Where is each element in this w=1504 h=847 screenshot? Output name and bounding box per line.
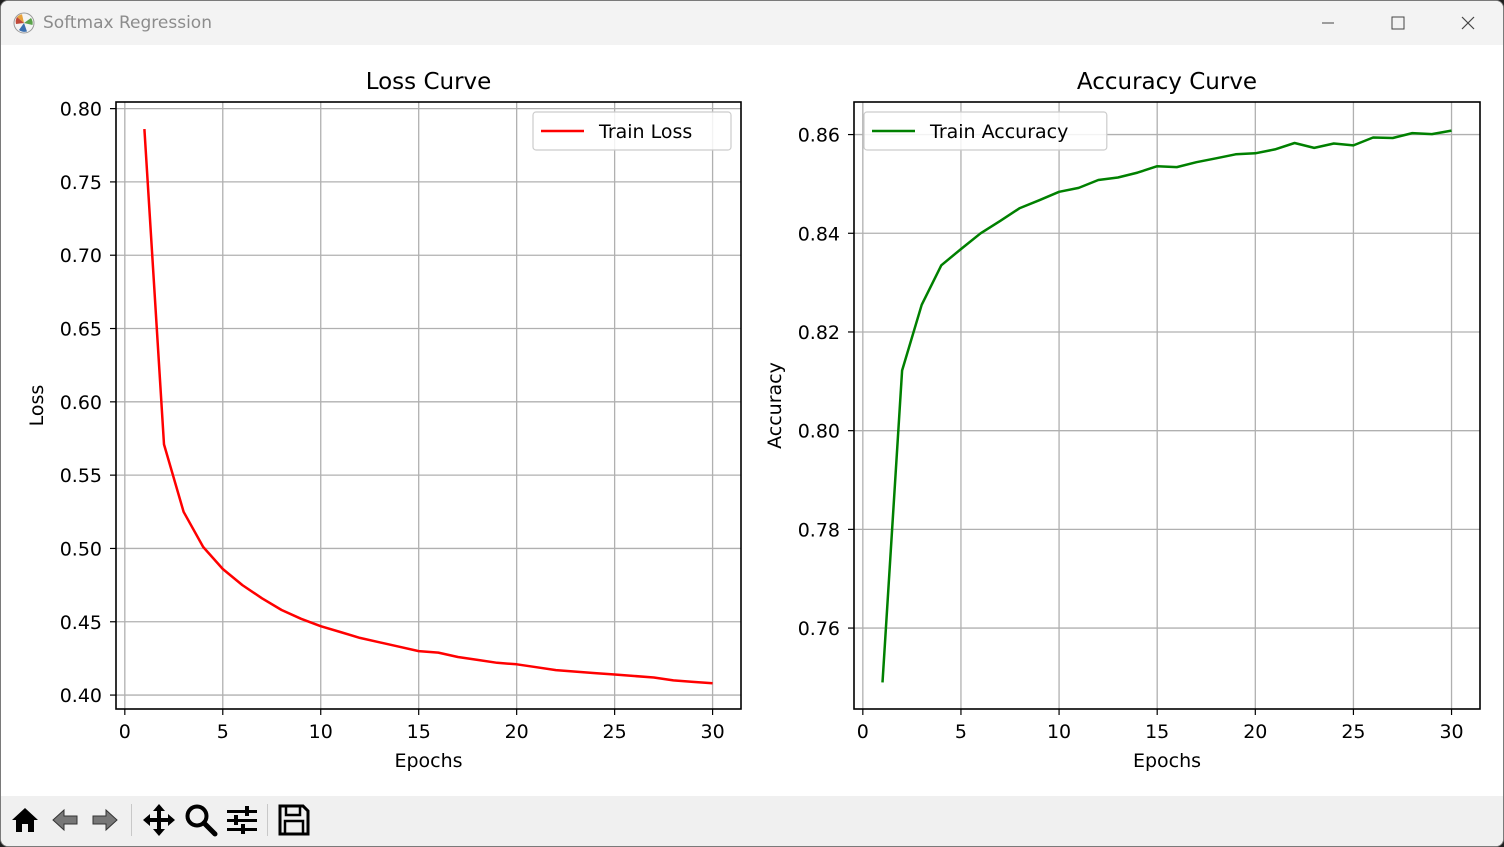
configure-subplots-icon bbox=[227, 806, 257, 834]
back-arrow-icon bbox=[52, 808, 78, 832]
y-tick-label: 0.65 bbox=[60, 319, 102, 341]
y-tick-label: 0.55 bbox=[60, 465, 102, 487]
chart-1 bbox=[110, 101, 742, 715]
x-axis-label: Epochs bbox=[394, 750, 462, 772]
y-tick-label: 0.45 bbox=[60, 612, 102, 634]
forward-button[interactable] bbox=[86, 800, 124, 840]
y-tick-label: 0.86 bbox=[798, 125, 840, 147]
y-tick-label: 0.78 bbox=[798, 519, 840, 541]
x-tick-label: 0 bbox=[857, 721, 869, 743]
chart-title: Loss Curve bbox=[366, 69, 492, 95]
save-floppy-icon bbox=[278, 804, 310, 836]
x-tick-label: 30 bbox=[700, 721, 724, 743]
axes-frame bbox=[853, 101, 1481, 710]
y-axis-label: Loss bbox=[26, 385, 48, 427]
toolbar-separator bbox=[267, 804, 268, 836]
window-title: Softmax Regression bbox=[43, 13, 212, 33]
back-button[interactable] bbox=[46, 800, 84, 840]
axes-frame bbox=[115, 101, 742, 710]
minimize-icon bbox=[1322, 22, 1334, 24]
legend-box bbox=[863, 111, 1108, 151]
toolbar-separator bbox=[131, 804, 132, 836]
legend-label: Train Accuracy bbox=[929, 121, 1068, 143]
home-icon bbox=[12, 808, 38, 832]
legend-box bbox=[532, 111, 732, 151]
maximize-icon bbox=[1391, 16, 1405, 30]
zoom-magnifier-icon bbox=[185, 804, 218, 837]
save-button[interactable] bbox=[275, 800, 313, 840]
x-tick-label: 20 bbox=[1243, 721, 1267, 743]
series-line-train-accuracy bbox=[881, 129, 1452, 683]
x-axis-label: Epochs bbox=[1133, 750, 1201, 772]
figure-canvas[interactable]: 0 5 10 15 20 25 30 0.40 0.45 0.50 0.55 0.60 0.65 0.70… bbox=[1, 45, 1503, 796]
x-tick-label: 10 bbox=[1047, 721, 1071, 743]
chart-title: Accuracy Curve bbox=[1077, 69, 1257, 95]
pan-button[interactable] bbox=[140, 800, 178, 840]
y-tick-label: 0.80 bbox=[798, 421, 840, 443]
series-line-train-loss bbox=[143, 129, 713, 685]
x-tick-label: 15 bbox=[1145, 721, 1169, 743]
legend-label: Train Loss bbox=[598, 121, 692, 143]
figure-svg[interactable]: 0 5 10 15 20 25 30 0.40 0.45 0.50 0.55 0.60 0.65 0.70… bbox=[1, 45, 1503, 796]
x-tick-label: 20 bbox=[505, 721, 529, 743]
y-tick-label: 0.80 bbox=[60, 99, 102, 121]
x-tick-label: 10 bbox=[309, 721, 333, 743]
y-tick-label: 0.84 bbox=[798, 223, 840, 245]
close-icon bbox=[1461, 16, 1475, 30]
x-tick-label: 15 bbox=[407, 721, 431, 743]
x-tick-label: 25 bbox=[603, 721, 627, 743]
y-tick-label: 0.76 bbox=[798, 618, 840, 640]
forward-arrow-icon bbox=[92, 808, 118, 832]
x-tick-label: 25 bbox=[1341, 721, 1365, 743]
x-tick-label: 30 bbox=[1439, 721, 1463, 743]
configure-subplots-button[interactable] bbox=[223, 800, 261, 840]
minimize-button[interactable] bbox=[1293, 1, 1363, 45]
maximize-button[interactable] bbox=[1363, 1, 1433, 45]
x-tick-label: 0 bbox=[119, 721, 131, 743]
zoom-button[interactable] bbox=[182, 800, 220, 840]
y-tick-label: 0.75 bbox=[60, 172, 102, 194]
y-tick-label: 0.70 bbox=[60, 245, 102, 267]
title-bar[interactable]: Softmax Regression bbox=[1, 1, 1503, 45]
x-tick-label: 5 bbox=[955, 721, 967, 743]
navigation-toolbar bbox=[1, 796, 1503, 846]
close-button[interactable] bbox=[1433, 1, 1503, 45]
matplotlib-app-icon bbox=[13, 12, 35, 34]
y-axis-label: Accuracy bbox=[764, 362, 786, 449]
y-tick-label: 0.50 bbox=[60, 538, 102, 560]
pan-move-icon bbox=[143, 804, 175, 836]
y-tick-label: 0.60 bbox=[60, 392, 102, 414]
y-tick-label: 0.40 bbox=[60, 685, 102, 707]
home-button[interactable] bbox=[6, 800, 44, 840]
chart-2 bbox=[848, 101, 1481, 715]
y-tick-label: 0.82 bbox=[798, 322, 840, 344]
x-tick-label: 5 bbox=[217, 721, 229, 743]
